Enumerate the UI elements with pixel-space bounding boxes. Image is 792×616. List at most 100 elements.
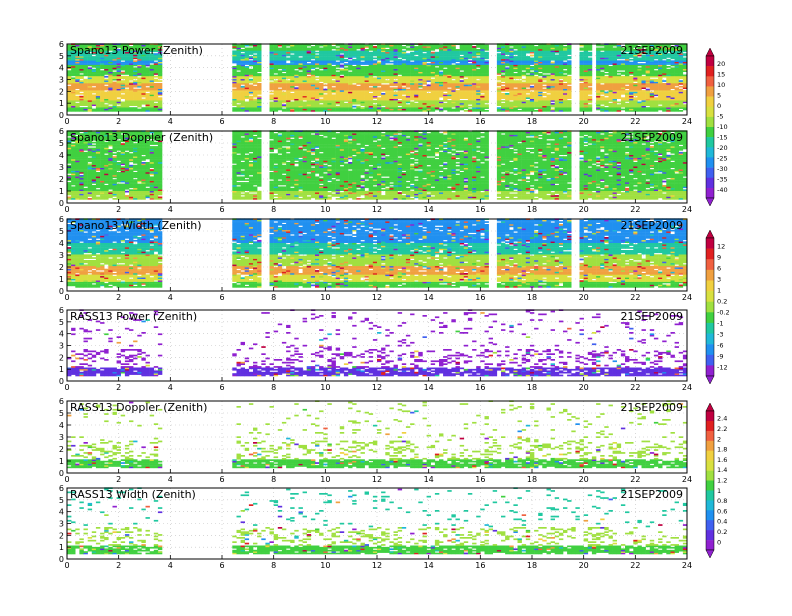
data-cell bbox=[555, 63, 559, 65]
data-cell bbox=[443, 103, 447, 105]
data-cell bbox=[398, 56, 402, 58]
data-cell bbox=[389, 49, 393, 51]
data-cell bbox=[588, 58, 592, 60]
data-cell bbox=[385, 56, 389, 58]
data-cell bbox=[604, 92, 608, 94]
data-cell bbox=[497, 82, 501, 84]
data-cell bbox=[270, 63, 274, 65]
data-cell bbox=[385, 70, 389, 72]
data-cell bbox=[542, 93, 546, 95]
data-cell bbox=[604, 76, 608, 78]
data-cell bbox=[137, 77, 141, 79]
data-cell bbox=[588, 106, 592, 108]
data-cell bbox=[609, 63, 613, 65]
data-cell bbox=[472, 97, 476, 99]
data-cell bbox=[588, 104, 592, 106]
data-cell bbox=[278, 106, 282, 108]
data-cell bbox=[609, 106, 613, 108]
data-cell bbox=[526, 49, 530, 51]
data-cell bbox=[476, 80, 480, 82]
data-cell bbox=[518, 56, 522, 58]
data-cell bbox=[294, 106, 298, 108]
data-cell bbox=[311, 85, 315, 87]
data-cell bbox=[237, 63, 241, 65]
data-cell bbox=[410, 62, 414, 64]
data-cell bbox=[423, 106, 427, 108]
data-cell bbox=[352, 97, 356, 99]
data-cell bbox=[398, 59, 402, 61]
data-cell bbox=[464, 97, 468, 99]
data-cell bbox=[447, 77, 451, 79]
data-cell bbox=[340, 70, 344, 72]
data-cell bbox=[133, 89, 137, 91]
data-cell bbox=[129, 107, 133, 109]
data-cell bbox=[311, 97, 315, 99]
data-cell bbox=[104, 106, 108, 108]
data-cell bbox=[551, 103, 555, 105]
data-cell bbox=[600, 97, 604, 99]
data-cell bbox=[580, 56, 584, 58]
data-cell bbox=[534, 106, 538, 108]
data-cell bbox=[485, 49, 489, 51]
data-cell bbox=[439, 63, 443, 65]
data-cell bbox=[447, 92, 451, 94]
data-cell bbox=[394, 92, 398, 94]
data-cell bbox=[501, 83, 505, 85]
data-cell bbox=[369, 70, 373, 72]
data-cell bbox=[75, 90, 79, 92]
data-cell bbox=[567, 56, 571, 58]
data-cell bbox=[88, 97, 92, 99]
data-cell bbox=[290, 55, 294, 57]
data-cell bbox=[414, 92, 418, 94]
data-cell bbox=[129, 85, 133, 87]
data-cell bbox=[414, 77, 418, 79]
data-cell bbox=[580, 77, 584, 79]
data-cell bbox=[257, 73, 261, 75]
data-cell bbox=[303, 85, 307, 87]
data-cell bbox=[513, 50, 517, 52]
data-cell bbox=[451, 65, 455, 67]
data-cell bbox=[418, 97, 422, 99]
data-cell bbox=[253, 49, 257, 51]
data-cell bbox=[307, 85, 311, 87]
data-cell bbox=[563, 49, 567, 51]
data-cell bbox=[497, 92, 501, 94]
data-cell bbox=[588, 97, 592, 99]
data-cell bbox=[505, 106, 509, 108]
data-cell bbox=[373, 104, 377, 106]
data-cell bbox=[377, 106, 381, 108]
data-cell bbox=[563, 85, 567, 87]
data-cell bbox=[137, 109, 141, 111]
data-cell bbox=[108, 70, 112, 72]
data-cell bbox=[369, 56, 373, 58]
data-cell bbox=[526, 75, 530, 77]
data-cell bbox=[79, 93, 83, 95]
data-cell bbox=[555, 97, 559, 99]
data-cell bbox=[315, 77, 319, 79]
data-cell bbox=[460, 92, 464, 94]
data-cell bbox=[604, 70, 608, 72]
data-cell bbox=[526, 97, 530, 99]
data-cell bbox=[237, 49, 241, 51]
data-cell bbox=[241, 70, 245, 72]
data-cell bbox=[596, 63, 600, 65]
data-cell bbox=[327, 92, 331, 94]
data-cell bbox=[294, 70, 298, 72]
data-cell bbox=[584, 56, 588, 58]
data-cell bbox=[299, 106, 303, 108]
data-cell bbox=[563, 83, 567, 85]
data-cell bbox=[311, 56, 315, 58]
data-cell bbox=[443, 56, 447, 58]
data-cell bbox=[369, 97, 373, 99]
data-cell bbox=[410, 70, 414, 72]
data-cell bbox=[551, 62, 555, 64]
data-cell bbox=[609, 66, 613, 68]
data-cell bbox=[464, 106, 468, 108]
data-cell bbox=[294, 92, 298, 94]
data-cell bbox=[410, 106, 414, 108]
data-cell bbox=[456, 63, 460, 65]
data-cell bbox=[505, 56, 509, 58]
data-cell bbox=[497, 77, 501, 79]
data-cell bbox=[327, 106, 331, 108]
data-cell bbox=[323, 70, 327, 72]
